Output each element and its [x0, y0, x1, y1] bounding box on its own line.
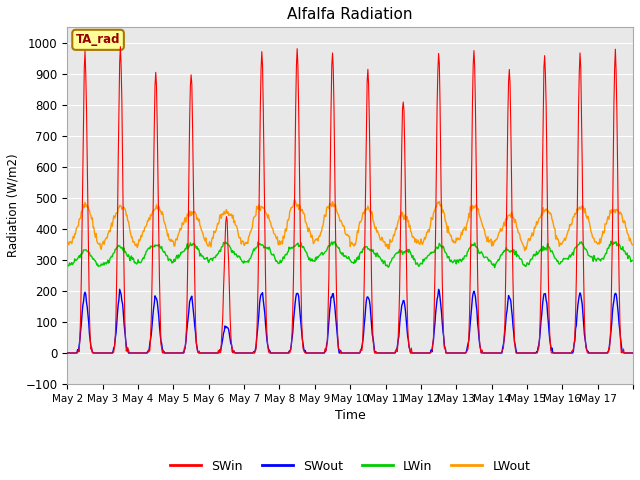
Legend: SWin, SWout, LWin, LWout: SWin, SWout, LWin, LWout [165, 455, 535, 478]
Title: Alfalfa Radiation: Alfalfa Radiation [287, 7, 413, 22]
Text: TA_rad: TA_rad [76, 33, 120, 47]
Y-axis label: Radiation (W/m2): Radiation (W/m2) [7, 154, 20, 257]
X-axis label: Time: Time [335, 409, 365, 422]
